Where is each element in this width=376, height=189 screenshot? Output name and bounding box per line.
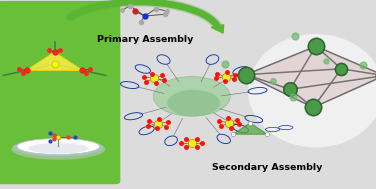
Polygon shape xyxy=(246,46,316,89)
Text: Secondary Assembly: Secondary Assembly xyxy=(212,163,322,172)
Polygon shape xyxy=(290,76,376,108)
Polygon shape xyxy=(27,52,82,70)
Ellipse shape xyxy=(17,138,100,155)
Ellipse shape xyxy=(13,138,103,156)
Text: Primary Assembly: Primary Assembly xyxy=(97,35,193,44)
Ellipse shape xyxy=(248,34,376,147)
Polygon shape xyxy=(233,123,267,134)
Ellipse shape xyxy=(153,77,230,116)
Polygon shape xyxy=(246,75,313,108)
Polygon shape xyxy=(316,46,376,76)
Ellipse shape xyxy=(11,139,105,160)
Ellipse shape xyxy=(28,143,88,153)
Polygon shape xyxy=(313,69,376,108)
Polygon shape xyxy=(246,46,341,75)
Polygon shape xyxy=(246,69,341,108)
Polygon shape xyxy=(211,25,224,33)
Ellipse shape xyxy=(167,90,220,116)
Polygon shape xyxy=(290,46,376,89)
FancyBboxPatch shape xyxy=(0,1,120,184)
